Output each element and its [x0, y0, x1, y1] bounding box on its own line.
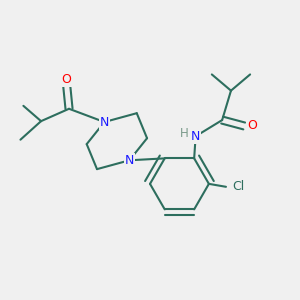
Text: O: O	[247, 119, 257, 133]
Text: N: N	[191, 130, 200, 143]
Text: Cl: Cl	[232, 180, 245, 193]
Text: H: H	[179, 128, 188, 140]
Text: O: O	[61, 73, 71, 86]
Text: N: N	[100, 116, 109, 128]
Text: N: N	[125, 154, 134, 167]
